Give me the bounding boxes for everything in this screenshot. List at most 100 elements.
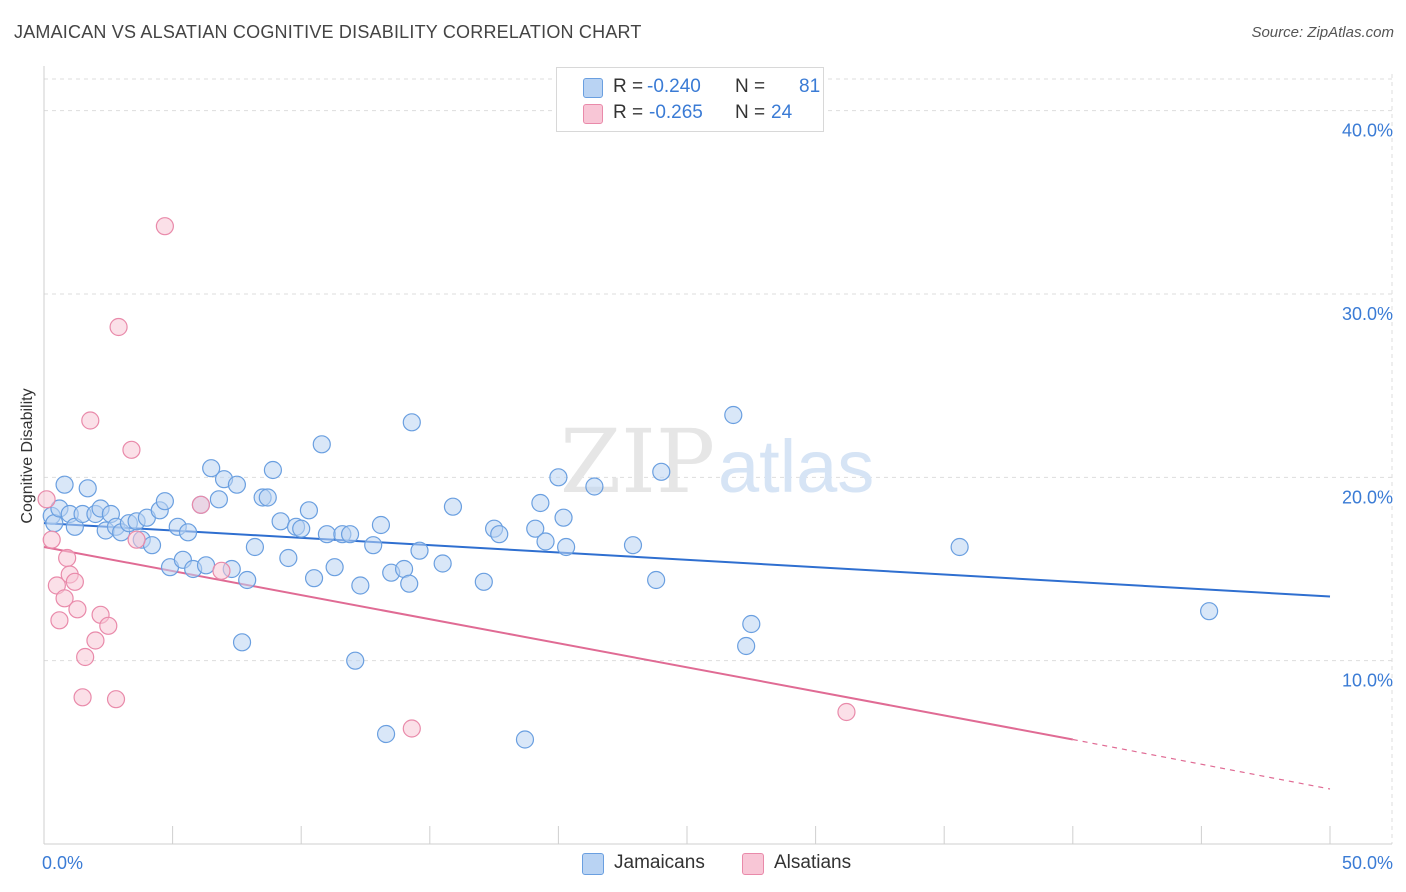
point-alsatians <box>106 690 126 709</box>
watermark: ZIP atlas <box>560 410 874 513</box>
point-alsatians <box>837 702 856 722</box>
point-jamaicans <box>292 519 311 538</box>
point-jamaicans <box>202 459 221 478</box>
bottom-legend-swatch-blue <box>582 853 604 875</box>
point-jamaicans <box>340 525 360 544</box>
point-alsatians <box>86 631 105 650</box>
legend-r-label: R = <box>613 102 644 123</box>
point-jamaicans <box>724 405 743 425</box>
point-alsatians <box>50 611 69 630</box>
point-jamaicans <box>245 537 265 557</box>
point-jamaicans <box>490 525 509 544</box>
legend-swatch-blue <box>583 78 603 98</box>
trend-lines <box>43 522 1331 790</box>
point-jamaicans <box>304 569 324 588</box>
x-tick-label: 0.0% <box>42 853 83 873</box>
point-alsatians <box>212 561 231 580</box>
point-jamaicans <box>317 525 337 544</box>
point-jamaicans <box>279 548 298 568</box>
point-jamaicans <box>232 633 252 652</box>
bottom-legend-label: Jamaicans <box>614 852 705 873</box>
legend-r-value: -0.265 <box>649 102 703 123</box>
point-jamaicans <box>196 556 216 575</box>
point-jamaicans <box>474 572 493 591</box>
legend-n-label: N = <box>735 76 766 97</box>
y-tick-label: 40.0% <box>1342 121 1393 141</box>
point-jamaicans <box>376 724 396 744</box>
point-jamaicans <box>526 519 545 538</box>
tick-labels: 10.0% 20.0% 30.0% 40.0% 0.0% 50.0% <box>42 121 1393 873</box>
point-jamaicans <box>652 462 671 481</box>
y-tick-label: 20.0% <box>1342 487 1393 507</box>
point-jamaicans <box>78 479 97 498</box>
point-jamaicans <box>325 558 344 577</box>
legend-n-value: 81 <box>799 76 821 97</box>
y-tick-label: 30.0% <box>1342 304 1393 324</box>
point-jamaicans <box>585 477 604 496</box>
point-alsatians <box>73 688 92 707</box>
trend-line-jamaicans <box>43 522 1331 598</box>
legend-r-label: R = <box>613 76 644 97</box>
point-alsatians <box>42 530 61 549</box>
point-jamaicans <box>227 475 246 494</box>
point-jamaicans <box>346 651 365 670</box>
point-jamaicans <box>364 536 383 555</box>
point-jamaicans <box>1200 602 1219 621</box>
point-jamaicans <box>400 574 419 593</box>
point-jamaicans <box>647 570 666 590</box>
point-jamaicans <box>531 493 550 513</box>
point-jamaicans <box>312 435 331 454</box>
y-tick-label: 10.0% <box>1342 671 1393 691</box>
point-alsatians <box>122 440 141 459</box>
point-jamaicans <box>55 475 74 494</box>
point-alsatians <box>76 647 95 667</box>
point-alsatians <box>68 600 87 619</box>
x-tick-label: 50.0% <box>1342 853 1393 873</box>
legend-r-value: -0.240 <box>647 76 701 97</box>
point-jamaicans <box>443 497 463 516</box>
chart-title: JAMAICAN VS ALSATIAN COGNITIVE DISABILIT… <box>14 22 642 42</box>
point-jamaicans <box>178 523 198 542</box>
point-jamaicans <box>433 554 452 573</box>
point-jamaicans <box>950 537 969 557</box>
point-jamaicans <box>263 460 283 480</box>
point-alsatians <box>402 719 421 738</box>
point-alsatians <box>81 411 100 430</box>
watermark-zip: ZIP <box>560 410 715 513</box>
legend-n-value: 24 <box>771 102 793 123</box>
point-jamaicans <box>271 512 290 531</box>
legend-swatch-pink <box>583 104 603 124</box>
point-jamaicans <box>371 515 391 535</box>
point-jamaicans <box>410 541 429 560</box>
correlation-legend: R = -0.240 N = 81 R = -0.265 N = 24 <box>556 67 824 132</box>
trend-line-alsatians <box>43 546 1073 741</box>
point-jamaicans <box>299 501 319 520</box>
point-jamaicans <box>515 730 535 749</box>
point-jamaicans <box>549 468 568 487</box>
point-jamaicans <box>623 536 643 555</box>
point-alsatians <box>191 495 210 514</box>
data-points <box>37 217 1219 749</box>
point-jamaicans <box>742 614 761 634</box>
point-jamaicans <box>209 490 228 509</box>
point-alsatians <box>109 317 128 337</box>
point-jamaicans <box>402 413 421 432</box>
trend-line-alsatians-extension <box>1072 738 1331 790</box>
point-alsatians <box>58 548 77 568</box>
legend-n-label: N = <box>735 102 766 123</box>
point-alsatians <box>65 572 84 591</box>
bottom-legend-label: Alsatians <box>774 852 852 873</box>
bottom-legend-swatch-pink <box>742 853 764 875</box>
axes <box>43 66 1392 845</box>
point-jamaicans <box>238 570 257 590</box>
point-jamaicans <box>351 576 370 595</box>
point-jamaicans <box>557 537 576 557</box>
point-jamaicans <box>536 532 555 551</box>
point-alsatians <box>99 616 118 635</box>
point-jamaicans <box>258 488 277 507</box>
point-jamaicans <box>155 492 174 511</box>
point-jamaicans <box>554 508 573 527</box>
point-alsatians <box>37 490 56 509</box>
point-alsatians <box>55 589 74 608</box>
